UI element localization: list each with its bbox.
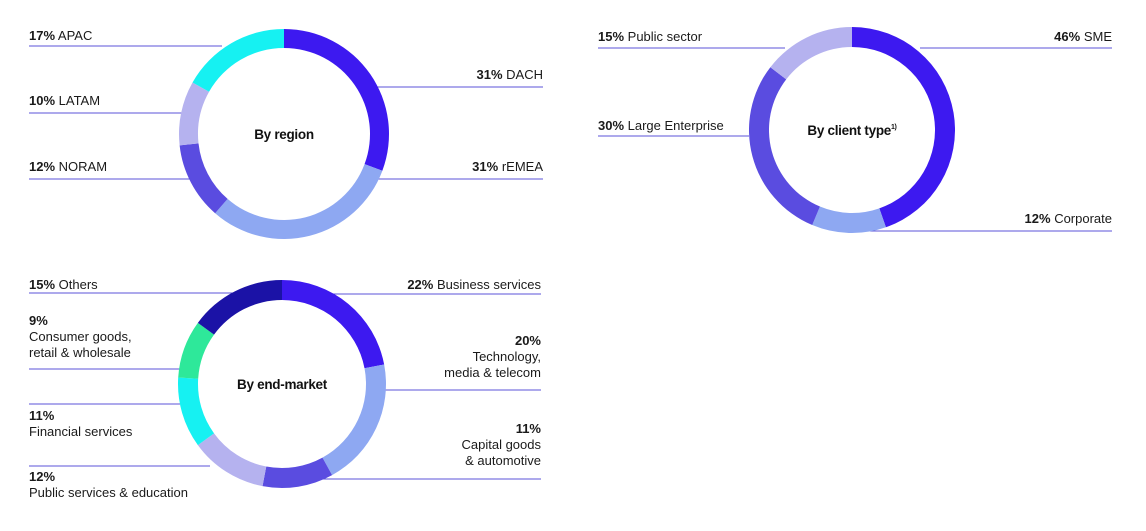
svg-text:15% Others: 15% Others: [29, 277, 98, 292]
label-business-services: 22% Business services: [407, 277, 541, 292]
slice-percent: 15%: [598, 29, 624, 44]
label-others: 15% Others: [29, 277, 98, 292]
slice-name: Capital goods: [462, 437, 542, 452]
slice-technology-media-and-telecom: [322, 364, 386, 476]
slice-name: & automotive: [465, 453, 541, 468]
slice-name: Public sector: [624, 29, 703, 44]
svg-text:31% DACH: 31% DACH: [477, 67, 543, 82]
slice-dach: [284, 29, 390, 171]
slice-percent: 30%: [598, 118, 624, 133]
svg-text:22% Business services: 22% Business services: [407, 277, 541, 292]
slice-latam: [178, 82, 210, 146]
slice-percent: 12%: [29, 159, 55, 174]
slice-financial-services: [177, 377, 215, 446]
slice-percent: 22%: [407, 277, 433, 292]
svg-text:17% APAC: 17% APAC: [29, 28, 92, 43]
slice-capital-goods-and-automotive: [262, 457, 333, 488]
slice-noram: [179, 143, 228, 214]
svg-text:15% Public sector: 15% Public sector: [598, 29, 703, 44]
label-technology-media-and-telecom: 20%Technology,media & telecom: [444, 333, 541, 380]
slice-percent: 12%: [29, 469, 55, 484]
label-public-services-and-education: 12%Public services & education: [29, 469, 188, 500]
chart-title: By region: [254, 127, 314, 142]
slice-name: Financial services: [29, 424, 133, 439]
slice-name: media & telecom: [444, 365, 541, 380]
slice-others: [197, 280, 282, 335]
slice-name: Business services: [433, 277, 541, 292]
slice-percent: 11%: [516, 421, 542, 436]
svg-text:31% rEMEA: 31% rEMEA: [472, 159, 543, 174]
label-dach: 31% DACH: [477, 67, 543, 82]
chart-title: By end-market: [237, 377, 328, 392]
label-consumer-goods-retail-and-wholesale: 9%Consumer goods,retail & wholesale: [29, 313, 132, 360]
label-apac: 17% APAC: [29, 28, 92, 43]
svg-text:12% Corporate: 12% Corporate: [1025, 211, 1112, 226]
slice-name: NORAM: [55, 159, 107, 174]
label-noram: 12% NORAM: [29, 159, 107, 174]
slice-percent: 12%: [1025, 211, 1051, 226]
slice-percent: 9%: [29, 313, 48, 328]
slice-name: retail & wholesale: [29, 345, 131, 360]
slice-percent: 31%: [477, 67, 503, 82]
label-financial-services: 11%Financial services: [29, 408, 133, 439]
svg-text:46% SME: 46% SME: [1054, 29, 1112, 44]
slice-name: SME: [1080, 29, 1112, 44]
slice-large-enterprise: [749, 67, 820, 226]
slice-percent: 15%: [29, 277, 55, 292]
slice-percent: 46%: [1054, 29, 1080, 44]
slice-sme: [852, 27, 955, 228]
slice-percent: 17%: [29, 28, 55, 43]
svg-text:12% NORAM: 12% NORAM: [29, 159, 107, 174]
slice-percent: 20%: [515, 333, 541, 348]
label-sme: 46% SME: [1054, 29, 1112, 44]
slice-name: Others: [55, 277, 98, 292]
label-remea: 31% rEMEA: [472, 159, 543, 174]
slice-name: Consumer goods,: [29, 329, 132, 344]
slice-corporate: [812, 206, 886, 234]
label-capital-goods-and-automotive: 11%Capital goods& automotive: [462, 421, 542, 468]
label-latam: 10% LATAM: [29, 93, 100, 108]
slice-name: rEMEA: [498, 159, 543, 174]
chart-title: By client type1): [807, 123, 896, 138]
slice-name: Technology,: [473, 349, 541, 364]
slice-public-sector: [770, 27, 852, 80]
slice-name: Large Enterprise: [624, 118, 724, 133]
slice-name: Public services & education: [29, 485, 188, 500]
slice-business-services: [282, 280, 385, 369]
slice-consumer-goods-retail-and-wholesale: [178, 322, 215, 379]
label-large-enterprise: 30% Large Enterprise: [598, 118, 724, 133]
slice-percent: 31%: [472, 159, 498, 174]
svg-text:30% Large Enterprise: 30% Large Enterprise: [598, 118, 724, 133]
slice-name: Corporate: [1051, 211, 1112, 226]
slice-name: APAC: [55, 28, 92, 43]
svg-text:10% LATAM: 10% LATAM: [29, 93, 100, 108]
label-corporate: 12% Corporate: [1025, 211, 1112, 226]
slice-name: LATAM: [55, 93, 100, 108]
slice-percent: 11%: [29, 408, 55, 423]
slice-percent: 10%: [29, 93, 55, 108]
label-public-sector: 15% Public sector: [598, 29, 703, 44]
slice-name: DACH: [503, 67, 543, 82]
slice-public-services-and-education: [197, 433, 267, 487]
slice-apac: [192, 29, 284, 92]
chart-by-end-market: By end-market 22% Business services 20%Tec…: [29, 277, 541, 500]
chart-by-client-type: By client type1) 46% SME 12% Corporate 30% …: [598, 27, 1112, 234]
slice-remea: [215, 164, 383, 240]
